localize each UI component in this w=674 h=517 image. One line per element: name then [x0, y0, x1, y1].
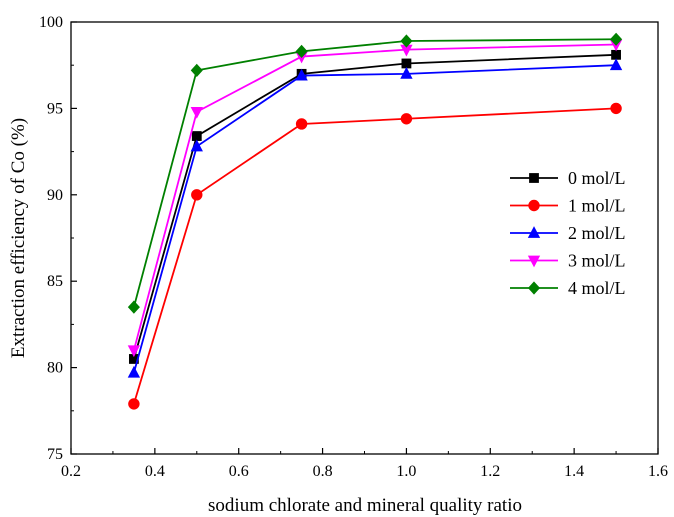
legend: 0 mol/L 1 mol/L 2 mol/L 3 mol/L 4 mol/L: [510, 168, 626, 298]
data-point: [190, 63, 203, 77]
legend-entry: 0 mol/L: [510, 168, 626, 188]
legend-entry: 4 mol/L: [510, 278, 626, 298]
data-point: [190, 139, 203, 152]
data-point: [190, 106, 203, 119]
data-point: [127, 300, 140, 314]
legend-entry: 2 mol/L: [510, 223, 626, 243]
legend-label: 0 mol/L: [568, 168, 626, 188]
legend-label: 3 mol/L: [568, 251, 626, 271]
data-point: [295, 44, 308, 58]
legend-entry: 3 mol/L: [510, 251, 626, 271]
y-tick-label: 100: [39, 14, 63, 31]
legend-label: 2 mol/L: [568, 223, 626, 243]
data-point: [400, 34, 413, 48]
y-tick-label: 90: [47, 187, 63, 204]
series-line: [133, 107, 617, 405]
x-tick-label: 1.2: [480, 463, 500, 480]
x-tick-label: 0.4: [145, 463, 165, 480]
y-axis-title: Extraction efficiency of Co (%): [8, 118, 29, 358]
legend-marker: [527, 255, 541, 268]
series-3: [127, 39, 623, 358]
data-point: [128, 398, 140, 410]
x-tick-label: 0.6: [229, 463, 249, 480]
series-line: [133, 38, 617, 308]
x-tick-label: 0.8: [313, 463, 333, 480]
series-1: [128, 102, 622, 410]
x-tick-label: 1.6: [648, 463, 668, 480]
data-point: [191, 189, 203, 201]
data-point: [295, 118, 308, 130]
data-point: [400, 66, 413, 79]
legend-marker: [528, 199, 540, 212]
series-line: [133, 53, 617, 360]
y-tick-label: 75: [47, 446, 63, 463]
data-point: [295, 68, 308, 81]
legend-marker: [527, 281, 541, 295]
series-4: [127, 32, 623, 314]
series-0: [128, 49, 621, 364]
data-point: [191, 131, 202, 141]
legend-entry: 1 mol/L: [510, 196, 626, 216]
data-point: [611, 49, 621, 60]
x-axis-title: sodium chlorate and mineral quality rati…: [208, 495, 522, 516]
x-tick-label: 1.4: [564, 463, 584, 480]
legend-label: 4 mol/L: [568, 278, 626, 298]
data-point: [127, 345, 141, 358]
y-tick-label: 95: [47, 100, 63, 117]
x-tick-label: 0.2: [61, 463, 81, 480]
series-line: [133, 43, 617, 351]
data-point: [610, 32, 623, 46]
y-tick-label: 85: [47, 273, 63, 290]
legend-label: 1 mol/L: [568, 196, 626, 216]
data-point: [610, 102, 622, 115]
data-point: [400, 113, 413, 125]
x-tick-label: 1.0: [396, 463, 416, 480]
data-point: [401, 58, 412, 69]
legend-marker: [527, 226, 541, 238]
data-point: [127, 365, 141, 378]
data-point: [609, 58, 623, 71]
series-2: [127, 58, 623, 378]
y-tick-label: 80: [47, 360, 63, 377]
legend-marker: [529, 173, 539, 183]
